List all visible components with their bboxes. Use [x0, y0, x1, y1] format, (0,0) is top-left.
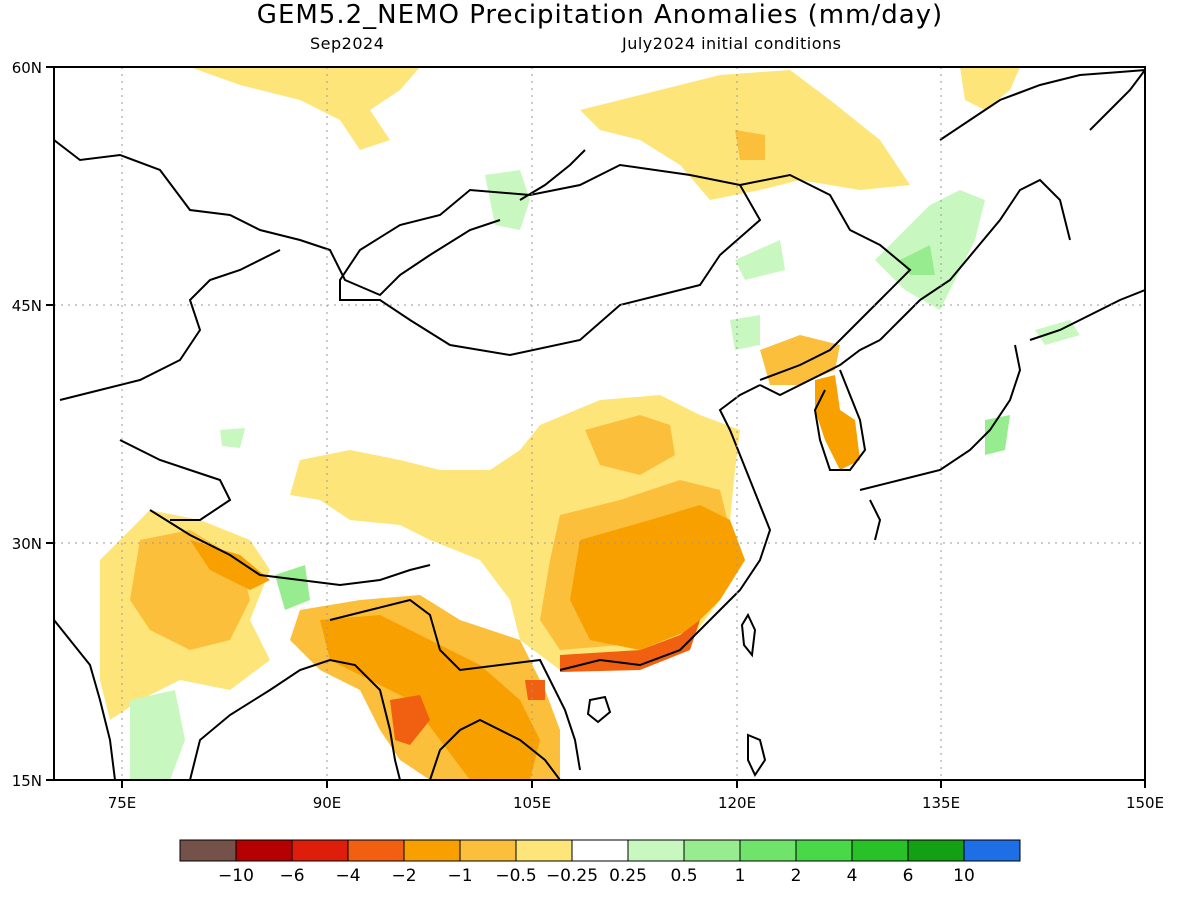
longitude-labels: 75E 90E 105E 120E 135E 150E: [108, 794, 1164, 812]
colorbar-label: −0.25: [546, 866, 598, 886]
moderate-dry-china: [585, 415, 675, 475]
wet-region-bhutan: [275, 565, 310, 610]
colorbar-label: 0.5: [670, 866, 697, 886]
coast-bay-of-bengal: [189, 658, 401, 780]
coast-korea: [813, 369, 867, 471]
luzon: [747, 733, 767, 778]
border-central-asia: [59, 249, 281, 401]
lake-baikal: [519, 149, 586, 201]
lon-label-135e: 135E: [922, 794, 960, 812]
forecast-month: Sep2024: [310, 34, 385, 53]
very-strong-dry-myanmar: [390, 695, 430, 745]
colorbar-label: 1: [735, 866, 746, 886]
border-mongolia: [339, 163, 762, 357]
colorbar-label: −10: [218, 866, 254, 886]
strong-dry-indochina: [320, 615, 540, 780]
coast-okhotsk: [939, 69, 1145, 141]
colorbar-label: −0.5: [495, 866, 536, 886]
colorbar-swatch: [907, 839, 965, 862]
lon-label-105e: 105E: [513, 794, 551, 812]
colorbar-label: −6: [279, 866, 304, 886]
coast-india-west: [54, 619, 116, 780]
latitude-labels: 60N 45N 30N 15N: [12, 59, 42, 790]
colorbar-label: −1: [447, 866, 472, 886]
strong-dry-nepal: [190, 540, 270, 590]
lon-label-150e: 150E: [1126, 794, 1164, 812]
lon-label-90e: 90E: [313, 794, 342, 812]
colorbar-swatch: [627, 839, 685, 862]
border-himalaya: [149, 509, 431, 587]
coastlines-and-borders: [54, 69, 1145, 780]
coast-vietnam: [554, 689, 581, 771]
colorbar-swatch: [403, 839, 461, 862]
colorbar-swatch: [851, 839, 909, 862]
colorbar-label: 10: [953, 866, 975, 886]
wet-region-india-south: [130, 690, 185, 780]
coast-japan: [1029, 289, 1145, 341]
coast-south-china: [559, 384, 772, 671]
coast-russia-pacific: [879, 178, 1071, 341]
colorbar-swatch: [179, 839, 237, 862]
strong-dry-southchina: [570, 505, 745, 650]
very-strong-dry-coast: [560, 620, 700, 672]
colorbar-label: 0.25: [609, 866, 647, 886]
lon-label-120e: 120E: [718, 794, 756, 812]
lat-label-30n: 30N: [12, 535, 42, 553]
border-russia-kazakhstan: [54, 139, 501, 297]
coast-kyushu: [869, 499, 882, 541]
colorbar-swatch: [515, 839, 573, 862]
coast-kamchatka: [1089, 69, 1145, 131]
coast-honshu: [859, 344, 1022, 491]
coast-thailand: [429, 718, 561, 780]
colorbar-swatch: [347, 839, 405, 862]
colorbar-label: 2: [791, 866, 802, 886]
colorbar-swatch: [963, 839, 1021, 862]
hainan: [586, 695, 612, 724]
border-tarim: [119, 439, 232, 521]
axis-ticks: [46, 66, 1146, 788]
colorbar-label: −2: [391, 866, 416, 886]
wet-region-honshu: [985, 415, 1010, 455]
border-myanmar: [329, 598, 556, 691]
lat-label-15n: 15N: [12, 772, 42, 790]
islands: [586, 612, 767, 778]
anomaly-shading: [100, 67, 1080, 780]
coast-bohai: [759, 339, 881, 397]
wet-region-inner-mongolia: [735, 240, 785, 280]
colorbar-label: 4: [847, 866, 858, 886]
colorbar-label: −4: [335, 866, 360, 886]
colorbar-label: 6: [903, 866, 914, 886]
lat-label-60n: 60N: [12, 59, 42, 77]
lon-label-75e: 75E: [108, 794, 137, 812]
wet-region-north-china: [730, 315, 760, 350]
moderate-wet-heilongjiang: [900, 245, 935, 275]
moderate-dry-mongolia: [735, 130, 765, 160]
colorbar-swatch: [739, 839, 797, 862]
border-china-north: [739, 173, 912, 381]
taiwan: [740, 612, 757, 658]
map-title: GEM5.2_NEMO Precipitation Anomalies (mm/…: [256, 0, 944, 30]
dry-region-northeast: [960, 67, 1020, 110]
colorbar-swatch: [683, 839, 741, 862]
colorbar: −10 −6 −4 −2 −1 −0.5 −0.25 0.25 0.5 1 2 4 6 10: [179, 839, 1021, 886]
wet-region-tibet: [220, 428, 245, 448]
dry-region-north: [190, 67, 420, 150]
colorbar-swatch: [571, 839, 629, 862]
wet-region-baikal: [485, 170, 530, 230]
lat-label-45n: 45N: [12, 297, 42, 315]
colorbar-swatch: [795, 839, 853, 862]
very-strong-dry-laos: [525, 680, 545, 700]
colorbar-swatch: [459, 839, 517, 862]
strong-dry-korea: [815, 375, 860, 470]
plot-frame: [53, 66, 1146, 781]
colorbar-swatch: [291, 839, 349, 862]
colorbar-swatch: [235, 839, 293, 862]
initial-conditions-note: July2024 initial conditions: [622, 34, 842, 53]
